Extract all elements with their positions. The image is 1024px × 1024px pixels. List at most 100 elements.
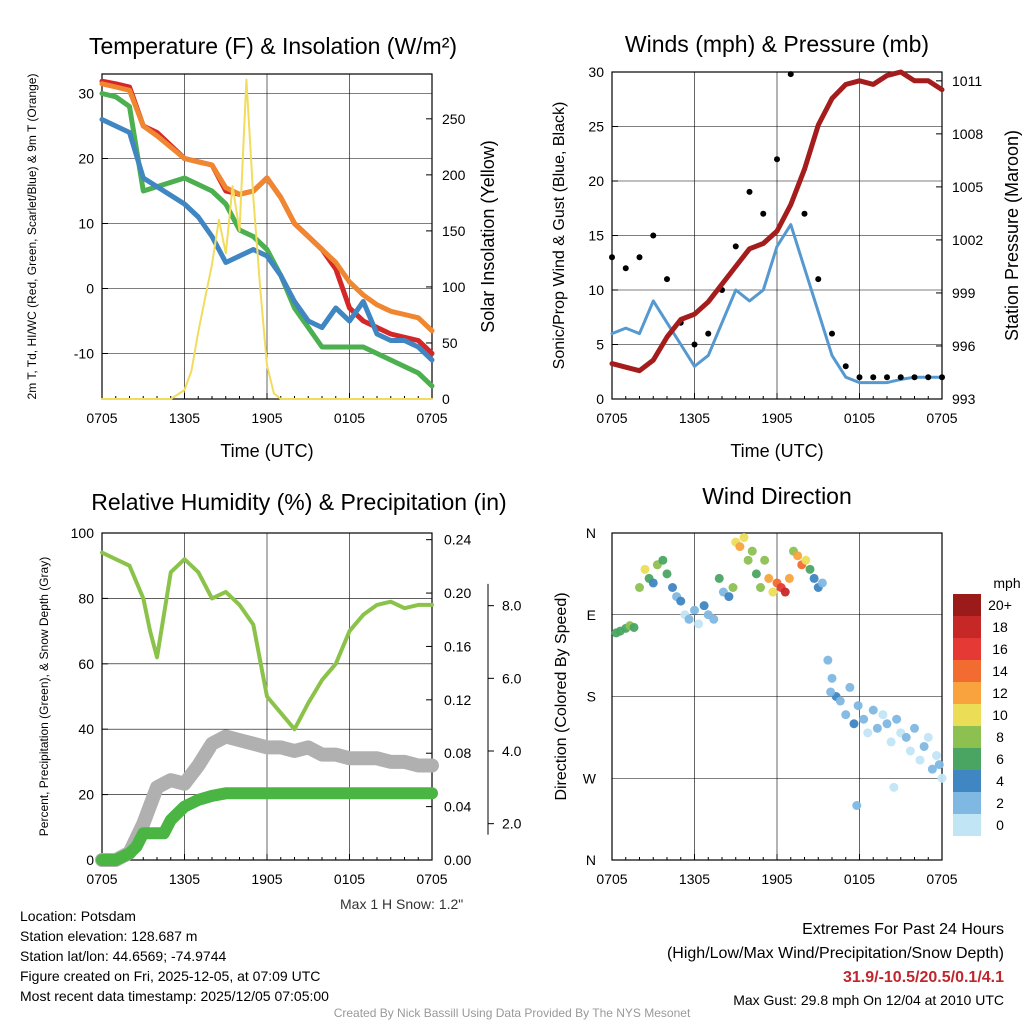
gust-point xyxy=(884,374,890,381)
colorbar-label: 12 xyxy=(992,685,1008,701)
p3-xtick-label: 0705 xyxy=(596,871,627,887)
dir-point xyxy=(872,723,882,733)
p0-ytick-label: 0 xyxy=(86,281,94,297)
colorbar-label: 14 xyxy=(992,663,1008,679)
p0-xtick-label: 1905 xyxy=(251,410,282,426)
colorbar-label: 6 xyxy=(996,751,1004,767)
dir-point xyxy=(835,696,845,706)
snow-tick-label: 2.0 xyxy=(502,816,522,832)
dir-point xyxy=(805,564,815,574)
wind-ylabel: Sonic/Prop Wind & Gust (Blue, Black) xyxy=(551,102,568,370)
p1-ytick-label: 0 xyxy=(596,391,604,407)
p2-xtick-label: 0705 xyxy=(86,871,117,887)
dir-point xyxy=(668,583,677,592)
dir-ytick-label: S xyxy=(587,689,596,705)
p0-y2tick-label: 200 xyxy=(442,167,466,183)
colorbar-label: 8 xyxy=(996,729,1004,745)
dir-point xyxy=(934,760,944,770)
p2-ytick-label: 100 xyxy=(71,525,95,541)
p1-y2tick-label: 999 xyxy=(952,285,976,301)
colorbar-swatch xyxy=(953,594,981,616)
figure-created: Figure created on Fri, 2025-12-05, at 07… xyxy=(20,968,321,984)
colorbar-swatch xyxy=(953,748,981,770)
recent-timestamp: Most recent data timestamp: 2025/12/05 0… xyxy=(20,988,329,1004)
colorbar-label: 18 xyxy=(992,619,1008,635)
colorbar-swatch xyxy=(953,770,981,792)
p0-y2tick-label: 100 xyxy=(442,279,466,295)
dir-ytick-label: N xyxy=(586,525,596,541)
p1-xtick-label: 1305 xyxy=(679,410,710,426)
p1-ytick-label: 30 xyxy=(588,64,604,80)
extremes-title: Extremes For Past 24 Hours xyxy=(802,921,1004,938)
gust-point xyxy=(787,71,794,78)
dir-point xyxy=(747,546,757,556)
p2-ytick-label: 40 xyxy=(78,721,94,737)
colorbar-swatch xyxy=(953,616,981,638)
dir-point xyxy=(863,728,873,738)
colorbar-label: 0 xyxy=(996,817,1004,833)
p2-xtick-label: 0705 xyxy=(416,871,447,887)
p0-ytick-label: 10 xyxy=(78,216,94,232)
station-info: Location: Potsdam Station elevation: 128… xyxy=(20,906,329,1006)
temp-series-hi-wc xyxy=(99,117,435,363)
p0-y2tick-label: 0 xyxy=(442,391,450,407)
dir-ylabel: Direction (Colored By Speed) xyxy=(553,592,570,800)
credit-line: Created By Nick Bassill Using Data Provi… xyxy=(333,1006,691,1020)
temp-y2label: Solar Insolation (Yellow) xyxy=(478,140,498,332)
p1-y2tick-label: 993 xyxy=(952,391,976,407)
wind-speed-line xyxy=(610,223,944,385)
colorbar-label: 10 xyxy=(992,707,1008,723)
colorbar-title: mph xyxy=(993,575,1020,591)
dir-point xyxy=(724,592,734,602)
p0-y2tick-label: 50 xyxy=(442,335,458,351)
p2-xtick-label: 1905 xyxy=(251,871,282,887)
dir-point xyxy=(889,782,899,792)
snow-tick-label: 8.0 xyxy=(502,598,522,614)
dir-point xyxy=(910,723,919,733)
extremes-box: Extremes For Past 24 Hours (High/Low/Max… xyxy=(667,918,1004,1010)
precip-tick-label: 0.00 xyxy=(444,852,471,868)
dir-point xyxy=(662,569,672,579)
precip-tick-label: 0.16 xyxy=(444,638,471,654)
colorbar-swatch xyxy=(953,726,981,748)
dir-point xyxy=(768,587,778,597)
colorbar-swatch xyxy=(953,814,981,836)
max-snow-note: Max 1 H Snow: 1.2" xyxy=(340,896,464,912)
gust-point xyxy=(705,330,712,337)
dir-point xyxy=(640,564,650,574)
station-elevation: Station elevation: 128.687 m xyxy=(20,928,198,944)
gust-point xyxy=(760,210,767,217)
gust-point xyxy=(664,276,670,283)
dir-point xyxy=(919,741,929,751)
gust-point xyxy=(925,374,932,381)
temp-series-solar-insolation xyxy=(101,78,433,400)
gust-point xyxy=(774,156,780,163)
dir-point xyxy=(905,746,915,756)
precip-line xyxy=(96,787,438,866)
extremes-values: 31.9/-10.5/20.5/0.1/4.1 xyxy=(842,969,1004,986)
gust-point xyxy=(815,276,822,283)
dir-point xyxy=(901,732,911,742)
colorbar-swatch xyxy=(953,792,981,814)
rh-ylabel: Percent, Precipitation (Green), & Snow D… xyxy=(37,557,51,836)
p0-ytick-label: 30 xyxy=(78,86,94,102)
gust-point xyxy=(829,330,835,337)
dir-point xyxy=(932,751,941,761)
gust-point xyxy=(691,341,698,348)
dir-point xyxy=(684,614,694,624)
p0-ytick-label: -10 xyxy=(74,346,94,362)
colorbar-swatch xyxy=(953,660,981,682)
dir-ytick-label: W xyxy=(583,770,597,786)
gust-point xyxy=(897,374,904,381)
p3-xtick-label: 1905 xyxy=(761,871,792,887)
gust-point xyxy=(870,374,877,381)
snow-tick-label: 4.0 xyxy=(502,743,522,759)
dir-point xyxy=(841,710,851,720)
p1-xtick-label: 0705 xyxy=(926,410,957,426)
p0-ytick-label: 20 xyxy=(78,151,94,167)
dir-point xyxy=(927,764,937,774)
dir-point xyxy=(648,578,658,588)
dir-point xyxy=(709,614,719,624)
dir-point xyxy=(882,719,892,729)
dir-point xyxy=(845,682,855,692)
